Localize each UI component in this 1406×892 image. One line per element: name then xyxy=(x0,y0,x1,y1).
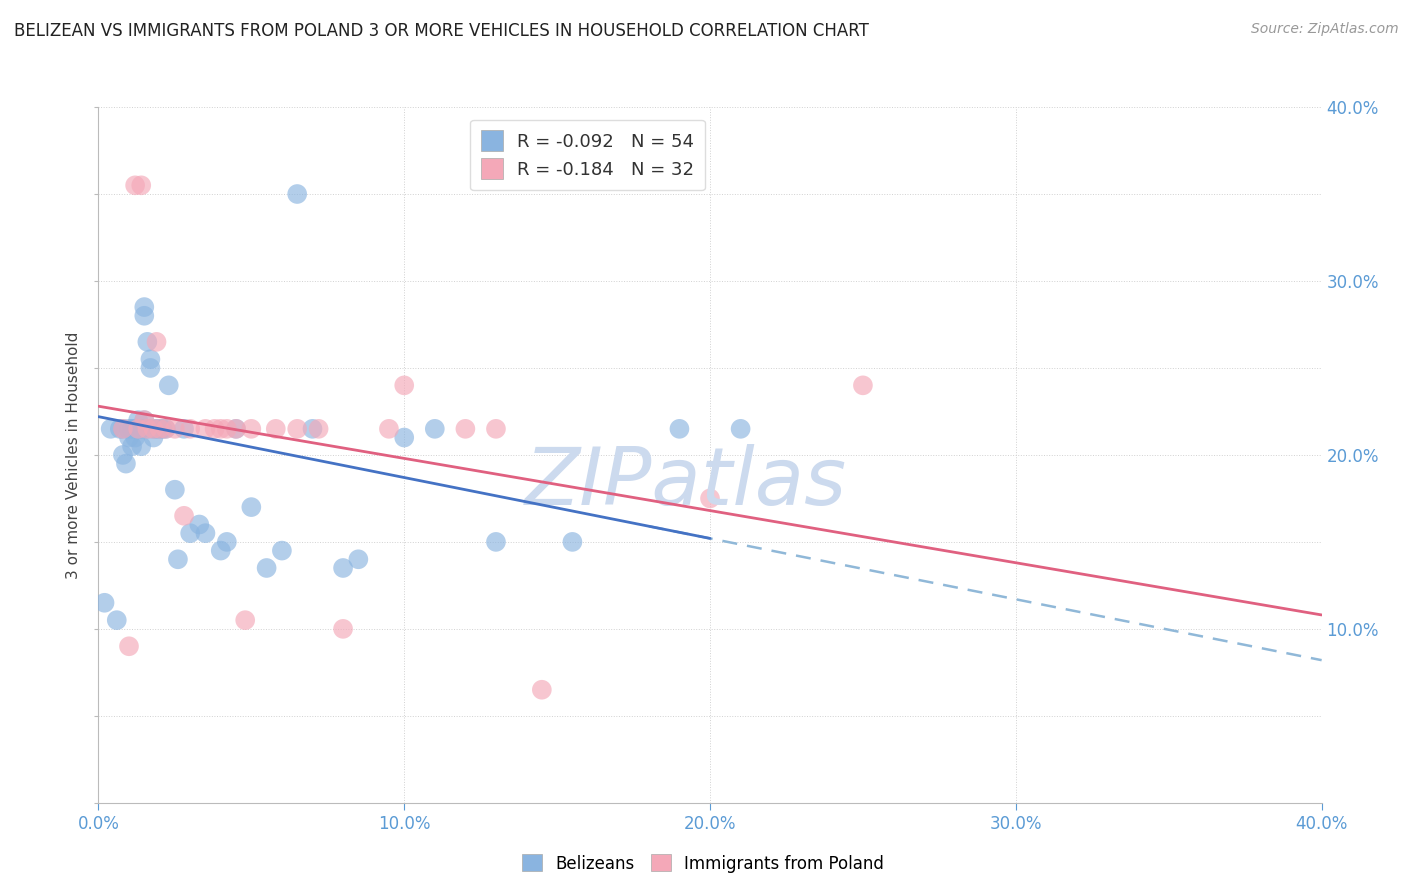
Point xyxy=(136,334,159,349)
Point xyxy=(118,639,141,653)
Point xyxy=(179,526,201,541)
Point xyxy=(139,360,162,375)
Point xyxy=(129,178,152,193)
Point xyxy=(105,613,128,627)
Point xyxy=(118,431,141,445)
Point xyxy=(485,534,508,549)
Point xyxy=(163,422,186,436)
Point xyxy=(124,431,146,445)
Point xyxy=(134,309,156,323)
Point xyxy=(111,422,134,436)
Point xyxy=(139,352,162,367)
Point xyxy=(852,378,875,392)
Y-axis label: 3 or more Vehicles in Household: 3 or more Vehicles in Household xyxy=(66,331,82,579)
Point xyxy=(129,422,152,436)
Text: BELIZEAN VS IMMIGRANTS FROM POLAND 3 OR MORE VEHICLES IN HOUSEHOLD CORRELATION C: BELIZEAN VS IMMIGRANTS FROM POLAND 3 OR … xyxy=(14,22,869,40)
Point xyxy=(152,422,174,436)
Text: Source: ZipAtlas.com: Source: ZipAtlas.com xyxy=(1251,22,1399,37)
Point xyxy=(332,622,354,636)
Point xyxy=(378,422,401,436)
Point xyxy=(155,422,177,436)
Point xyxy=(485,422,508,436)
Point xyxy=(93,596,115,610)
Point xyxy=(142,422,165,436)
Point xyxy=(111,422,134,436)
Point xyxy=(155,422,177,436)
Point xyxy=(134,413,156,427)
Point xyxy=(392,378,416,392)
Point xyxy=(188,517,211,532)
Point xyxy=(157,378,180,392)
Point xyxy=(668,422,690,436)
Point xyxy=(124,178,146,193)
Point xyxy=(225,422,247,436)
Point xyxy=(100,422,122,436)
Point xyxy=(121,439,143,453)
Point xyxy=(145,422,167,436)
Point xyxy=(270,543,292,558)
Legend: Belizeans, Immigrants from Poland: Belizeans, Immigrants from Poland xyxy=(515,847,891,880)
Point xyxy=(530,682,553,697)
Point xyxy=(730,422,752,436)
Point xyxy=(194,422,217,436)
Point xyxy=(108,422,131,436)
Point xyxy=(561,534,583,549)
Point xyxy=(209,543,232,558)
Point xyxy=(215,534,238,549)
Point xyxy=(301,422,323,436)
Point xyxy=(136,422,159,436)
Point xyxy=(127,422,149,436)
Point xyxy=(308,422,330,436)
Point xyxy=(233,613,256,627)
Legend: R = -0.092   N = 54, R = -0.184   N = 32: R = -0.092 N = 54, R = -0.184 N = 32 xyxy=(471,120,704,190)
Point xyxy=(194,526,217,541)
Point xyxy=(209,422,232,436)
Point xyxy=(699,491,721,506)
Text: ZIPatlas: ZIPatlas xyxy=(524,443,846,522)
Point xyxy=(149,422,172,436)
Point xyxy=(225,422,247,436)
Point xyxy=(127,413,149,427)
Point xyxy=(127,422,149,436)
Point xyxy=(454,422,477,436)
Point xyxy=(142,422,165,436)
Point xyxy=(264,422,287,436)
Point xyxy=(256,561,278,575)
Point xyxy=(240,500,263,514)
Point xyxy=(145,334,167,349)
Point xyxy=(204,422,226,436)
Point xyxy=(347,552,370,566)
Point xyxy=(149,422,172,436)
Point xyxy=(127,422,149,436)
Point xyxy=(215,422,238,436)
Point xyxy=(124,422,146,436)
Point xyxy=(332,561,354,575)
Point xyxy=(118,422,141,436)
Point xyxy=(285,422,308,436)
Point xyxy=(285,187,308,202)
Point xyxy=(179,422,201,436)
Point xyxy=(173,422,195,436)
Point xyxy=(121,422,143,436)
Point xyxy=(167,552,190,566)
Point xyxy=(173,508,195,523)
Point xyxy=(129,439,152,453)
Point xyxy=(115,457,138,471)
Point xyxy=(134,300,156,314)
Point xyxy=(163,483,186,497)
Point xyxy=(423,422,446,436)
Point xyxy=(111,448,134,462)
Point xyxy=(240,422,263,436)
Point xyxy=(136,422,159,436)
Point xyxy=(134,413,156,427)
Point xyxy=(392,431,416,445)
Point xyxy=(142,431,165,445)
